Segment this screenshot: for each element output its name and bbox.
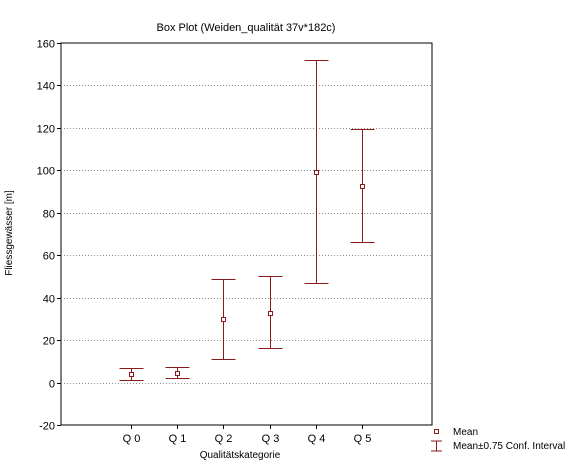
mean-marker [268, 311, 273, 316]
x-tick-label: Q 3 [262, 433, 280, 445]
y-tick-label: 140 [37, 81, 55, 93]
mean-marker [175, 371, 180, 376]
x-axis: Q 0 Q 1 Q 2 Q 3 Q 4 Q 5 [123, 425, 372, 445]
x-tick-label: Q 0 [123, 433, 141, 445]
x-tick-label: Q 1 [169, 433, 187, 445]
gridlines [61, 85, 432, 384]
category-box [304, 60, 329, 284]
y-tick-label: -20 [39, 421, 55, 433]
y-axis: 160 140 120 100 80 60 40 20 0 -20 [37, 39, 61, 433]
mean-marker [360, 184, 365, 189]
y-tick-label: 0 [49, 379, 55, 391]
x-tick-label: Q 4 [308, 433, 326, 445]
mean-marker [221, 317, 226, 322]
mean-ci-series [119, 60, 375, 381]
category-box [211, 279, 236, 360]
category-box [350, 129, 375, 243]
x-axis-title: Qualitätskategorie [200, 450, 281, 460]
y-tick-label: 80 [43, 209, 55, 221]
legend-mean-label: Mean [453, 427, 478, 438]
plot-area [60, 42, 433, 426]
chart-title: Box Plot (Weiden_qualität 37v*182c) [157, 22, 336, 34]
y-tick-label: 160 [37, 39, 55, 51]
legend-mean-marker [434, 429, 439, 434]
y-tick-label: 100 [37, 166, 55, 178]
y-axis-title: Fliessgewässer [m] [4, 190, 15, 276]
category-box [258, 276, 283, 349]
legend-interval-label: Mean±0.75 Conf. Interval [453, 441, 565, 452]
mean-marker [314, 170, 319, 175]
y-tick-label: 120 [37, 124, 55, 136]
mean-marker [129, 372, 134, 377]
legend-interval-marker [431, 440, 442, 452]
x-tick-label: Q 5 [354, 433, 372, 445]
category-box [119, 368, 144, 381]
x-tick-label: Q 2 [215, 433, 233, 445]
y-tick-label: 40 [43, 294, 55, 306]
category-box [165, 367, 190, 379]
legend: Mean Mean±0.75 Conf. Interval [431, 427, 565, 452]
y-tick-label: 60 [43, 251, 55, 263]
y-tick-label: 20 [43, 336, 55, 348]
